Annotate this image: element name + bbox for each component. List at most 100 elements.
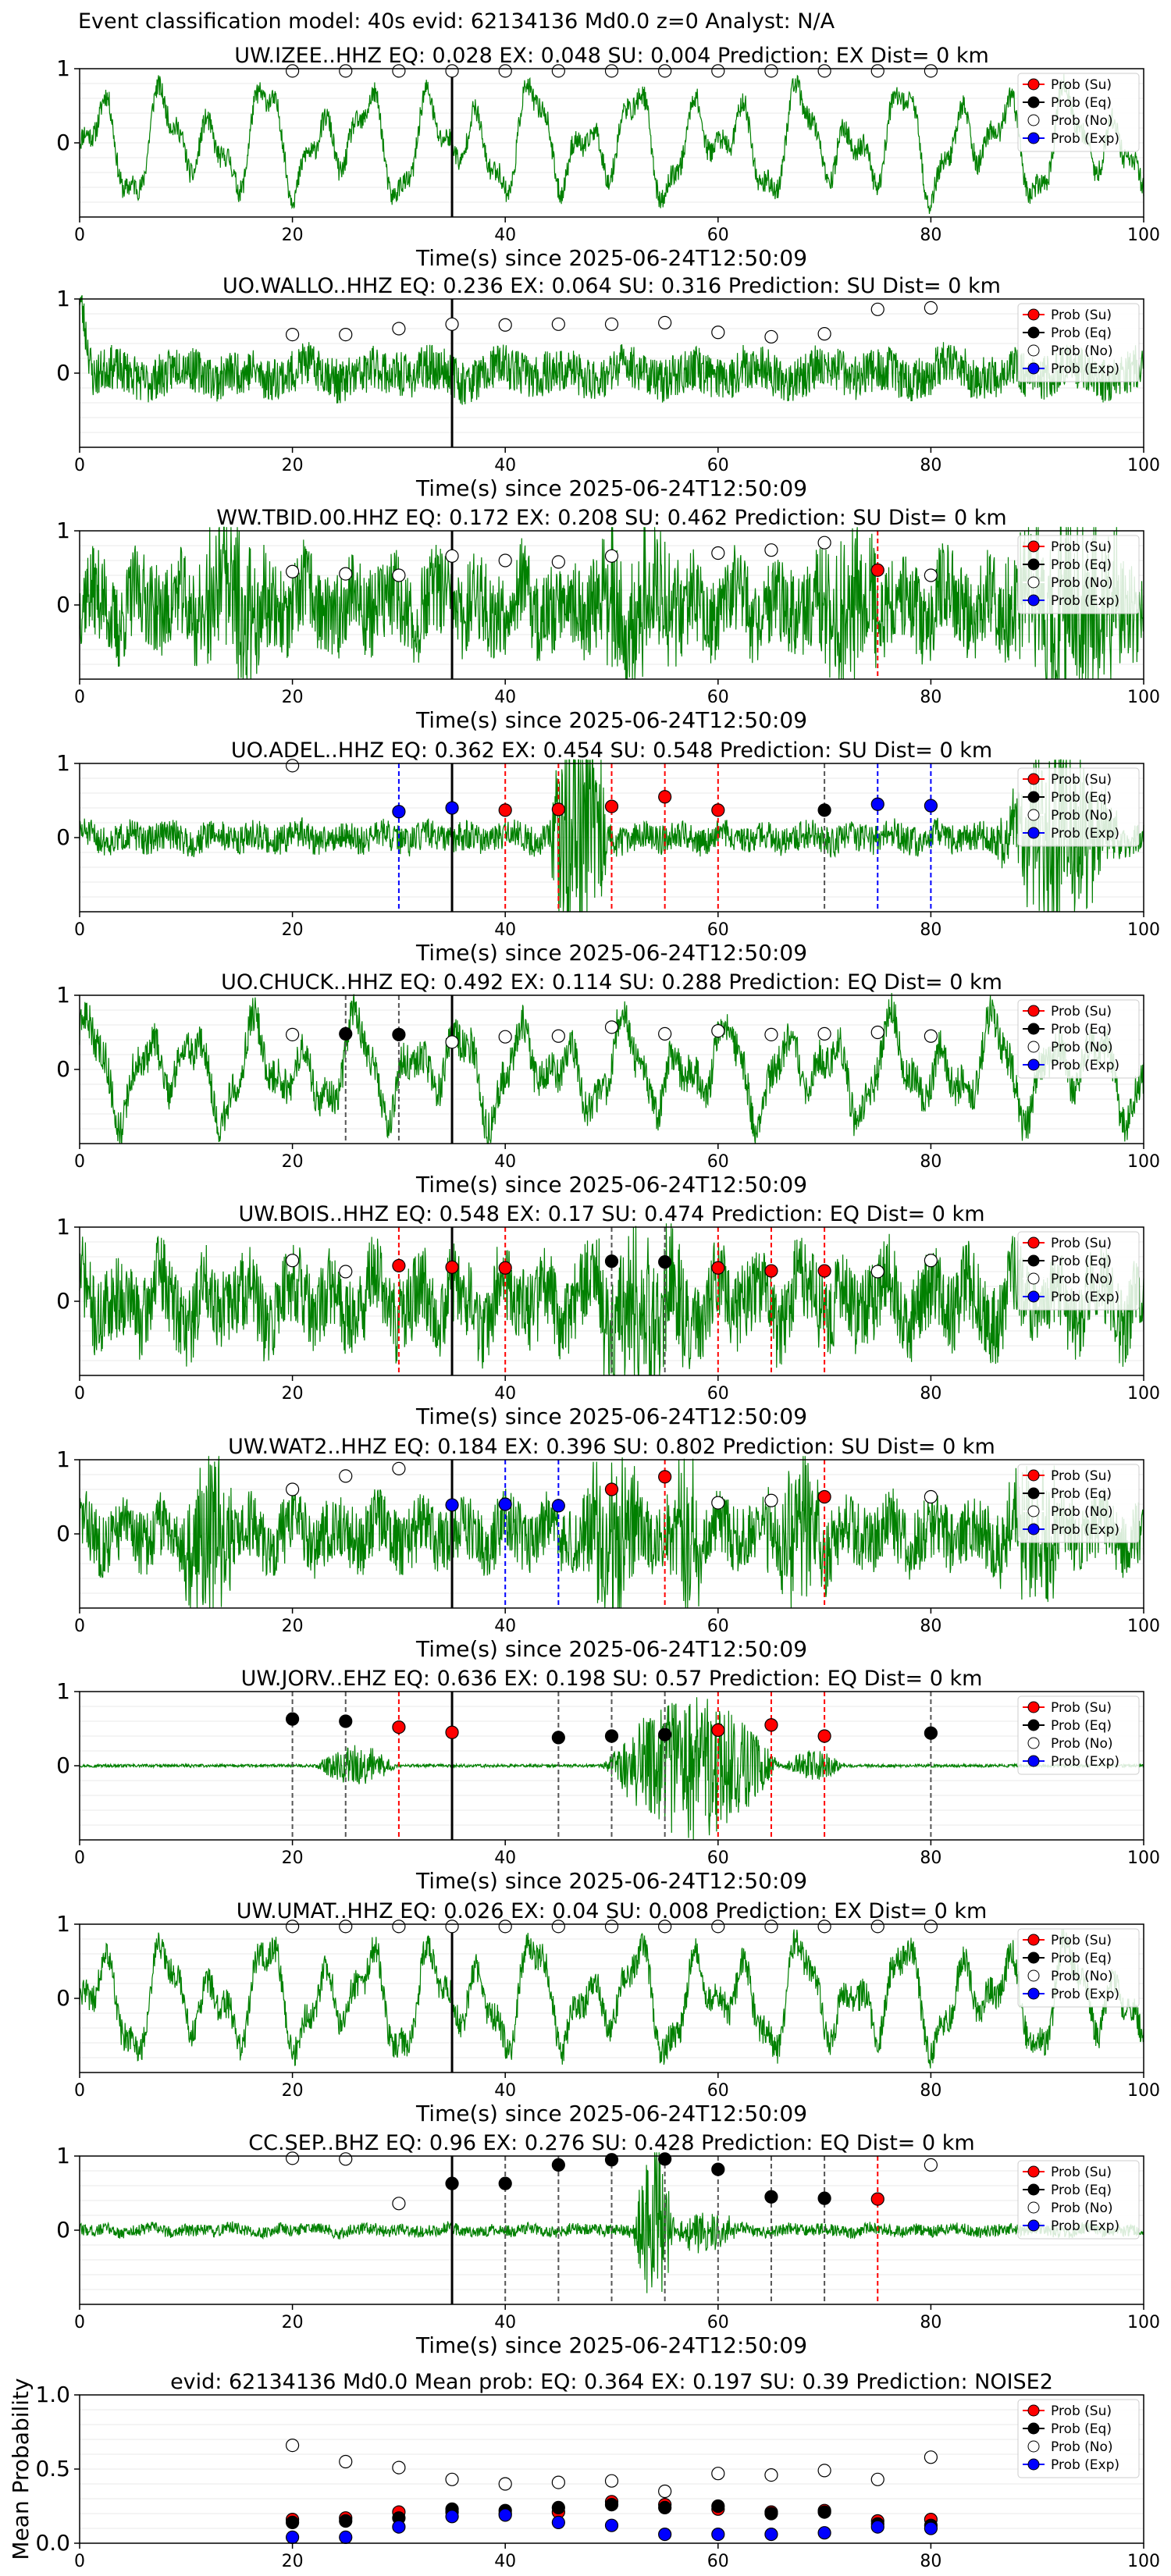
legend-marker-exp — [1027, 2458, 1040, 2471]
x-tick-label: 80 — [920, 226, 941, 245]
x-tick-label: 100 — [1127, 1152, 1160, 1172]
legend-label: Prob (No) — [1051, 575, 1113, 591]
y-tick-label: 1 — [56, 518, 70, 543]
x-tick-label: 0 — [74, 1617, 85, 1636]
prob-marker-no — [551, 555, 565, 569]
y-tick-label: 0.0 — [35, 2530, 70, 2556]
legend-marker-no — [1027, 2201, 1040, 2214]
x-axis-label: Time(s) since 2025-06-24T12:50:09 — [415, 475, 807, 501]
prob-marker-eq — [604, 2498, 619, 2512]
x-tick-label: 60 — [707, 226, 729, 245]
panel-title: evid: 62134136 Md0.0 Mean prob: EQ: 0.36… — [170, 2370, 1053, 2394]
prob-marker-no — [286, 1920, 300, 1934]
legend-marker-su — [1027, 2165, 1040, 2178]
waveform-trace — [79, 1456, 1144, 1609]
x-tick-label: 80 — [920, 920, 941, 940]
prob-marker-no — [392, 64, 406, 78]
prob-marker-eq — [711, 2162, 725, 2176]
figure-title: Event classification model: 40s evid: 62… — [78, 9, 835, 34]
waveform-trace — [79, 295, 1144, 405]
prob-marker-no — [711, 326, 725, 340]
legend-marker-eq — [1027, 96, 1040, 109]
prob-marker-no — [711, 1023, 725, 1038]
legend-label: Prob (Su) — [1051, 77, 1112, 93]
prob-marker-su — [392, 1720, 406, 1735]
prob-marker-eq — [339, 1026, 353, 1041]
legend-marker-exp — [1027, 1059, 1040, 1071]
x-tick-label: 100 — [1127, 1384, 1160, 1404]
legend-marker-no — [1027, 1737, 1040, 1749]
x-tick-label: 20 — [282, 1617, 304, 1636]
legend-marker-no — [1027, 1272, 1040, 1285]
legend-marker-exp — [1027, 2219, 1040, 2232]
legend-label: Prob (Eq) — [1051, 2183, 1112, 2198]
prob-marker-no — [551, 2475, 565, 2489]
y-tick-label: 0 — [56, 592, 70, 617]
panel-title: UO.CHUCK..HHZ EQ: 0.492 EX: 0.114 SU: 0.… — [221, 970, 1002, 994]
legend-label: Prob (Su) — [1051, 2403, 1112, 2419]
y-tick-label: 0 — [56, 2217, 70, 2243]
prob-marker-su — [498, 1261, 512, 1275]
legend-label: Prob (No) — [1051, 113, 1113, 129]
prob-marker-exp — [392, 2520, 406, 2534]
prob-marker-no — [764, 543, 778, 557]
prob-marker-no — [658, 2484, 672, 2499]
legend-label: Prob (Su) — [1051, 539, 1112, 555]
prob-marker-no — [339, 64, 353, 78]
prob-marker-no — [392, 568, 406, 582]
prob-marker-no — [498, 1920, 512, 1934]
y-tick-label: 1 — [56, 982, 70, 1008]
x-axis-label: Time(s) since 2025-06-24T12:50:09 — [415, 940, 807, 966]
legend-marker-eq — [1027, 791, 1040, 803]
x-tick-label: 20 — [282, 2081, 304, 2101]
y-tick-label: 0 — [56, 1521, 70, 1546]
prob-marker-no — [870, 1265, 884, 1279]
prob-marker-no — [817, 1920, 831, 1934]
legend-label: Prob (Su) — [1051, 772, 1112, 788]
x-tick-label: 0 — [74, 1152, 85, 1172]
prob-marker-eq — [551, 2500, 565, 2514]
prob-marker-eq — [658, 2500, 672, 2514]
y-tick-label: 0 — [56, 1985, 70, 2011]
legend: Prob (Su) Prob (Eq) Prob (No) Prob (Exp) — [1017, 999, 1140, 1079]
x-axis-label: Time(s) since 2025-06-24T12:50:09 — [415, 1636, 807, 1662]
prob-marker-su — [445, 1725, 459, 1739]
x-tick-label: 20 — [282, 456, 304, 475]
legend-marker-su — [1027, 773, 1040, 785]
prob-marker-no — [392, 2460, 406, 2475]
x-tick-label: 20 — [282, 688, 304, 707]
legend-label: Prob (Su) — [1051, 308, 1112, 323]
prob-marker-no — [286, 759, 300, 773]
legend-label: Prob (No) — [1051, 1040, 1113, 1055]
legend-marker-su — [1027, 1236, 1040, 1249]
legend-label: Prob (Exp) — [1051, 1290, 1119, 1305]
prob-marker-su — [711, 1261, 725, 1275]
prob-marker-eq — [551, 2158, 565, 2172]
waveform-trace — [79, 992, 1144, 1144]
prob-marker-no — [658, 1026, 672, 1041]
prob-marker-no — [924, 568, 938, 582]
x-tick-label: 0 — [74, 2313, 85, 2332]
prob-marker-no — [339, 2152, 353, 2166]
prob-marker-su — [658, 1470, 672, 1484]
x-axis-label: Time(s) since 2025-06-24T12:50:09 — [415, 2332, 807, 2358]
prob-marker-no — [286, 564, 300, 578]
prob-marker-eq — [498, 2176, 512, 2190]
prob-marker-no — [392, 1461, 406, 1476]
legend-marker-exp — [1027, 132, 1040, 144]
prob-marker-su — [817, 1489, 831, 1504]
legend-box — [1017, 1928, 1140, 2008]
waveform-trace — [79, 526, 1144, 680]
x-tick-label: 40 — [494, 226, 516, 245]
prob-marker-no — [339, 2454, 353, 2469]
x-tick-label: 60 — [707, 2313, 729, 2332]
y-tick-label: 1 — [56, 1911, 70, 1937]
legend-box — [1017, 303, 1140, 382]
x-axis-label: Time(s) since 2025-06-24T12:50:09 — [415, 1404, 807, 1429]
y-tick-label: 0 — [56, 824, 70, 850]
prob-marker-exp — [604, 2518, 619, 2532]
prob-marker-no — [392, 322, 406, 336]
prob-marker-eq — [392, 1027, 406, 1041]
x-tick-label: 40 — [494, 1384, 516, 1404]
